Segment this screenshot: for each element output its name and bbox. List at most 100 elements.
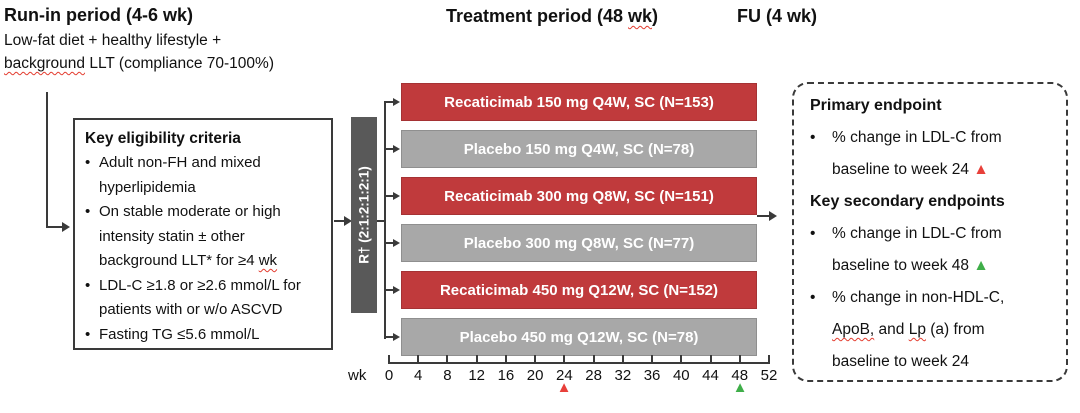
eligibility-item-3-text: LDL-C ≥1.8 or ≥2.6 mmol/L for patients w…: [99, 276, 301, 319]
run-in-arrow-vertical-line: [46, 92, 48, 228]
axis-tick: [592, 355, 595, 364]
axis-tick-label: 16: [497, 367, 515, 384]
axis-tick: [504, 355, 507, 364]
eligibility-item-3: • LDL-C ≥1.8 or ≥2.6 mmol/L for patients…: [85, 274, 321, 323]
arm-placebo-300-q8w: Placebo 300 mg Q8W, SC (N=77): [401, 224, 757, 262]
secondary-endpoint-2-text: % change in non-HDL-C, ApoB, and Lp (a) …: [832, 282, 1044, 378]
secondary-endpoint-2-squiggle-lp: Lp: [908, 321, 926, 338]
axis-tick-label: 12: [468, 367, 486, 384]
branch-line-2: [386, 148, 394, 150]
secondary-endpoint-1-text-body: % change in LDL-C from baseline to week …: [832, 225, 1002, 274]
eligibility-item-2: • On stable moderate or high intensity s…: [85, 200, 321, 274]
primary-endpoint-text: % change in LDL-C from baseline to week …: [832, 122, 1044, 186]
primary-endpoint-title: Primary endpoint: [810, 97, 942, 114]
axis-tick-label: 44: [702, 367, 719, 384]
axis-tick: [388, 355, 390, 364]
arm-placebo-150-q4w: Placebo 150 mg Q4W, SC (N=78): [401, 130, 757, 168]
secondary-endpoint-2-squiggle-apob: ApoB,: [832, 321, 875, 338]
run-in-line2-squiggle: background: [4, 55, 86, 72]
axis-tick: [563, 355, 566, 364]
run-in-line1: Low-fat diet + healthy lifestyle +: [4, 32, 222, 49]
primary-endpoint-item: • % change in LDL-C from baseline to wee…: [810, 122, 1056, 186]
eligibility-item-1: • Adult non-FH and mixed hyperlipidemia: [85, 151, 321, 200]
treatment-header-squiggle: wk: [628, 6, 653, 26]
axis-tick-label: 0: [384, 367, 394, 384]
branch-stub-line: [377, 220, 385, 222]
branch-arrowhead-icon: [393, 286, 400, 294]
to-endpoints-arrow-line: [757, 215, 771, 217]
eligibility-item-4: • Fasting TG ≤5.6 mmol/L: [85, 323, 321, 348]
eligibility-item-2-squiggle: wk: [258, 252, 278, 269]
bullet-dot: •: [85, 154, 91, 171]
branch-arrowhead-icon: [393, 239, 400, 247]
branch-arrowhead-icon: [393, 145, 400, 153]
bullet-dot: •: [85, 325, 91, 343]
secondary-endpoint-2-pre: % change in non-HDL-C,: [832, 289, 1005, 306]
branch-line-1: [386, 101, 394, 103]
secondary-endpoint-item-2: • % change in non-HDL-C, ApoB, and Lp (a…: [810, 282, 1056, 378]
secondary-endpoint-marker-icon: ▲: [732, 379, 748, 396]
secondary-endpoints-title: Key secondary endpoints: [810, 193, 1005, 210]
eligibility-criteria-box: Key eligibility criteria • Adult non-FH …: [73, 118, 333, 350]
axis-tick: [621, 355, 624, 364]
arm-recaticimab-450-q12w: Recaticimab 450 mg Q12W, SC (N=152): [401, 271, 757, 309]
treatment-header-post: ): [652, 6, 659, 26]
axis-tick: [417, 355, 420, 364]
run-in-line2-rest: LLT (compliance 70-100%): [85, 55, 274, 72]
eligibility-item-2-text: On stable moderate or high intensity sta…: [99, 200, 317, 274]
eligibility-item-1-text: Adult non-FH and mixed hyperlipidemia: [99, 154, 261, 196]
axis-tick-label: 24: [556, 367, 573, 384]
secondary-endpoint-2-post: (a) from baseline to week 24: [832, 321, 985, 370]
axis-tick: [534, 355, 537, 364]
run-in-line2: background LLT (compliance 70-100%): [4, 52, 344, 75]
randomization-bar: R† (2:1:2:1:2:1): [351, 117, 377, 313]
arm-placebo-450-q12w: Placebo 450 mg Q12W, SC (N=78): [401, 318, 757, 356]
to-randomization-arrow-line: [334, 220, 346, 222]
axis-tick-label: 28: [585, 367, 602, 384]
arm-recaticimab-150-q4w: Recaticimab 150 mg Q4W, SC (N=153): [401, 83, 757, 121]
branch-line-5: [386, 289, 394, 291]
axis-tick: [446, 355, 449, 364]
branch-line-6: [386, 336, 394, 338]
axis-tick-label: 32: [614, 367, 632, 384]
primary-endpoint-marker-icon: ▲: [556, 379, 572, 396]
secondary-endpoint-2-mid: and: [874, 321, 909, 338]
bullet-dot: •: [810, 289, 816, 306]
branch-arrowhead-icon: [393, 192, 400, 200]
axis-tick-label: 52: [760, 367, 778, 384]
axis-tick-label: 8: [443, 367, 452, 384]
axis-tick-label: 36: [643, 367, 661, 384]
primary-endpoint-text-body: % change in LDL-C from baseline to week …: [832, 129, 1002, 178]
arm-recaticimab-300-q8w: Recaticimab 300 mg Q8W, SC (N=151): [401, 177, 757, 215]
follow-up-header: FU (4 wk): [737, 6, 818, 26]
treatment-header-pre: Treatment period (48: [445, 6, 629, 26]
run-in-arrow-horizontal-line: [46, 226, 63, 228]
eligibility-item-2-pre: On stable moderate or high intensity sta…: [99, 203, 281, 269]
bullet-dot: •: [85, 276, 91, 294]
to-endpoints-arrowhead-icon: [769, 211, 777, 221]
treatment-period-header: Treatment period (48 wk): [402, 6, 702, 27]
eligibility-item-4-text: Fasting TG ≤5.6 mmol/L: [99, 325, 260, 343]
axis-tick: [709, 355, 712, 364]
axis-tick-label: 4: [414, 367, 423, 384]
eligibility-title: Key eligibility criteria: [85, 130, 241, 147]
axis-unit-label: wk: [348, 367, 367, 384]
axis-tick: [738, 355, 741, 364]
secondary-endpoint-item-1: • % change in LDL-C from baseline to wee…: [810, 218, 1056, 282]
branch-vertical-line: [384, 101, 386, 339]
secondary-endpoint-1-text: % change in LDL-C from baseline to week …: [832, 218, 1044, 282]
green-triangle-icon: ▲: [973, 257, 989, 274]
branch-line-4: [386, 242, 394, 244]
axis-tick-label: 20: [526, 367, 544, 384]
run-in-section: Run-in period (4-6 wk) Low-fat diet + he…: [4, 5, 344, 75]
branch-arrowhead-icon: [393, 98, 400, 106]
to-randomization-arrowhead-icon: [344, 216, 352, 226]
axis-tick: [767, 355, 770, 364]
randomization-label: R† (2:1:2:1:2:1): [356, 166, 372, 264]
bullet-dot: •: [810, 129, 816, 146]
run-in-arrowhead-icon: [62, 222, 70, 232]
bullet-dot: •: [85, 203, 91, 220]
axis-tick: [651, 355, 654, 364]
red-triangle-icon: ▲: [973, 161, 989, 178]
axis-line: [388, 362, 770, 364]
